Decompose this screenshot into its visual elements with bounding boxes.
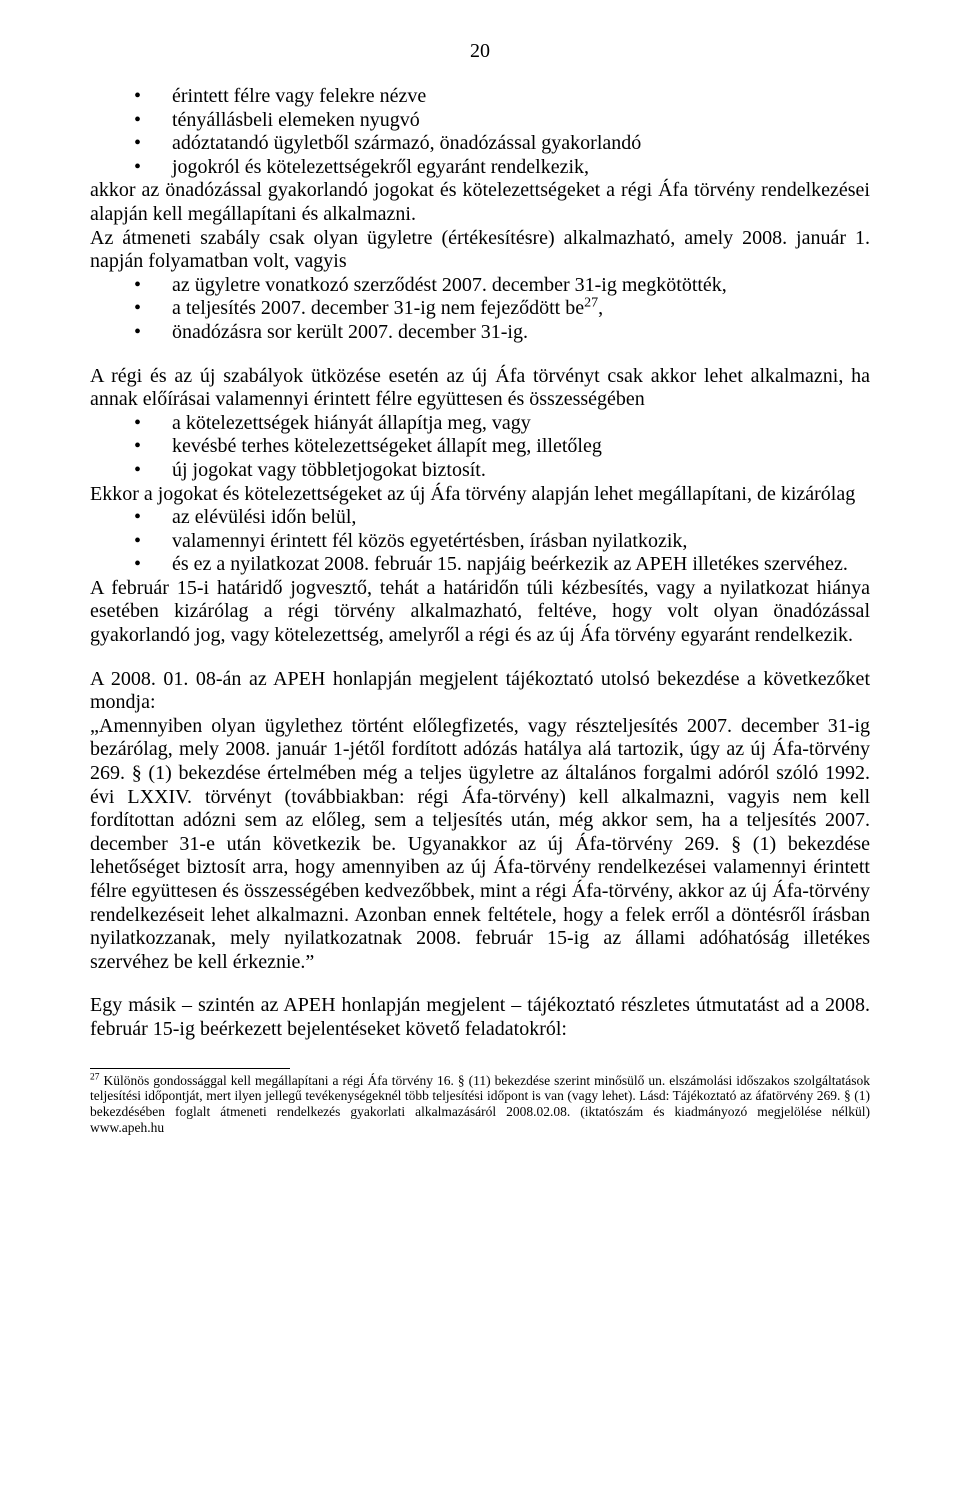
document-body: érintett félre vagy felekre nézve tényál…: [90, 85, 870, 1042]
list-item: jogokról és kötelezettségekről egyaránt …: [134, 156, 870, 180]
list-item-text: új jogokat vagy többletjogokat biztosít.: [172, 459, 486, 481]
page-number: 20: [90, 40, 870, 63]
bullet-list: az ügyletre vonatkozó szerződést 2007. d…: [90, 274, 870, 345]
list-item-text: önadózásra sor került 2007. december 31-…: [172, 321, 528, 343]
list-item-text: az elévülési időn belül,: [172, 506, 356, 528]
document-page: 20 érintett félre vagy felekre nézve tén…: [0, 0, 960, 1492]
list-item-text: a teljesítés 2007. december 31-ig nem fe…: [172, 297, 584, 319]
bullet-list: az elévülési időn belül, valamennyi érin…: [90, 506, 870, 577]
paragraph-text: Egy másik – szintén az APEH honlapján me…: [90, 994, 870, 1041]
footnote-ref: 27: [584, 296, 598, 311]
list-item-text: tényállásbeli elemeken nyugvó: [172, 109, 420, 131]
list-item-text: adóztatandó ügyletből származó, önadózás…: [172, 132, 641, 154]
paragraph-quote: „Amennyiben olyan ügylethez történt elől…: [90, 715, 870, 975]
list-item-text: az ügyletre vonatkozó szerződést 2007. d…: [172, 274, 727, 296]
list-item: és ez a nyilatkozat 2008. február 15. na…: [134, 553, 870, 577]
list-item: az elévülési időn belül,: [134, 506, 870, 530]
list-item: érintett félre vagy felekre nézve: [134, 85, 870, 109]
list-item-text: kevésbé terhes kötelezettségeket állapít…: [172, 435, 602, 457]
list-item: valamennyi érintett fél közös egyetértés…: [134, 530, 870, 554]
paragraph-text: Ekkor a jogokat és kötelezettségeket az …: [90, 483, 870, 507]
list-item-text: érintett félre vagy felekre nézve: [172, 85, 426, 107]
bullet-list: a kötelezettségek hiányát állapítja meg,…: [90, 412, 870, 483]
list-item-text: valamennyi érintett fél közös egyetértés…: [172, 530, 687, 552]
spacer: [90, 345, 870, 365]
list-item-text-tail: ,: [598, 297, 603, 319]
list-item: a teljesítés 2007. december 31-ig nem fe…: [134, 297, 870, 321]
paragraph-text: Az átmeneti szabály csak olyan ügyletre …: [90, 227, 870, 274]
list-item: kevésbé terhes kötelezettségeket állapít…: [134, 435, 870, 459]
paragraph-text: A 2008. 01. 08-án az APEH honlapján megj…: [90, 668, 870, 715]
spacer: [90, 648, 870, 668]
list-item: önadózásra sor került 2007. december 31-…: [134, 321, 870, 345]
footnote: 27 Különös gondossággal kell megállapíta…: [90, 1073, 870, 1137]
footnote-text: Különös gondossággal kell megállapítani …: [90, 1073, 870, 1136]
list-item: tényállásbeli elemeken nyugvó: [134, 109, 870, 133]
list-item: új jogokat vagy többletjogokat biztosít.: [134, 459, 870, 483]
list-item-text: a kötelezettségek hiányát állapítja meg,…: [172, 412, 531, 434]
spacer: [90, 974, 870, 994]
paragraph-text: akkor az önadózással gyakorlandó jogokat…: [90, 179, 870, 226]
paragraph-text: A február 15-i határidő jogvesztő, tehát…: [90, 577, 870, 648]
list-item: adóztatandó ügyletből származó, önadózás…: [134, 132, 870, 156]
list-item-text: és ez a nyilatkozat 2008. február 15. na…: [172, 553, 848, 575]
list-item: az ügyletre vonatkozó szerződést 2007. d…: [134, 274, 870, 298]
bullet-list: érintett félre vagy felekre nézve tényál…: [90, 85, 870, 179]
list-item: a kötelezettségek hiányát állapítja meg,…: [134, 412, 870, 436]
footnote-separator: [90, 1068, 290, 1069]
list-item-text: jogokról és kötelezettségekről egyaránt …: [172, 156, 589, 178]
paragraph-text: A régi és az új szabályok ütközése eseté…: [90, 365, 870, 412]
